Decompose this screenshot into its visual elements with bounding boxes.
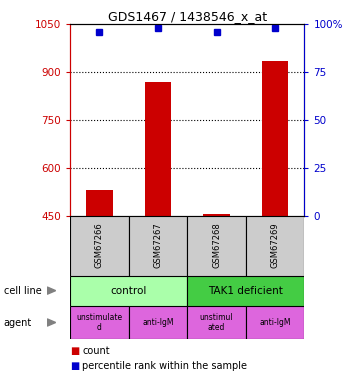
Bar	[86, 190, 112, 216]
Text: ■: ■	[70, 346, 79, 355]
Text: GSM67269: GSM67269	[271, 223, 280, 268]
Text: agent: agent	[4, 318, 32, 327]
Text: unstimulate
d: unstimulate d	[76, 313, 122, 332]
Text: unstimul
ated: unstimul ated	[200, 313, 233, 332]
Polygon shape	[47, 319, 56, 326]
Text: GSM67267: GSM67267	[153, 223, 162, 268]
Bar	[145, 82, 171, 216]
Text: control: control	[111, 286, 147, 296]
Bar	[70, 216, 129, 276]
Bar	[70, 276, 187, 306]
Text: cell line: cell line	[4, 286, 41, 296]
Bar	[262, 61, 288, 216]
Polygon shape	[47, 287, 56, 294]
Text: anti-IgM: anti-IgM	[259, 318, 291, 327]
Text: anti-IgM: anti-IgM	[142, 318, 174, 327]
Text: count: count	[82, 346, 110, 355]
Bar	[187, 216, 246, 276]
Text: GSM67266: GSM67266	[95, 223, 104, 268]
Bar	[187, 306, 246, 339]
Bar	[187, 276, 304, 306]
Bar	[203, 214, 230, 216]
Bar	[129, 216, 187, 276]
Title: GDS1467 / 1438546_x_at: GDS1467 / 1438546_x_at	[108, 10, 267, 23]
Bar	[246, 306, 304, 339]
Text: TAK1 deficient: TAK1 deficient	[209, 286, 283, 296]
Bar	[129, 306, 187, 339]
Text: GSM67268: GSM67268	[212, 223, 221, 268]
Text: ■: ■	[70, 361, 79, 370]
Text: percentile rank within the sample: percentile rank within the sample	[82, 361, 247, 370]
Bar	[246, 216, 304, 276]
Bar	[70, 306, 129, 339]
